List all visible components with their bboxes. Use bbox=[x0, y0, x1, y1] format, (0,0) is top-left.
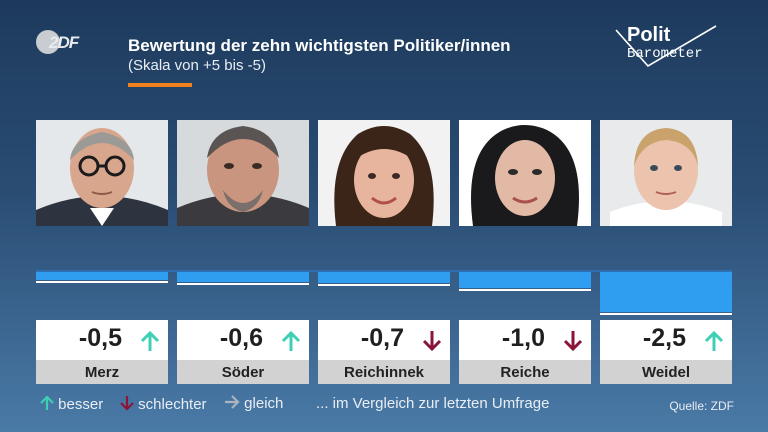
bar-weidel bbox=[600, 272, 732, 312]
name-box-merz: Merz bbox=[36, 360, 168, 384]
category-label: Söder bbox=[221, 364, 265, 381]
value-label: -0,5 bbox=[78, 324, 122, 352]
name-box-reichinnek: Reichinnek bbox=[318, 360, 450, 384]
legend-item-same: gleich bbox=[224, 395, 283, 412]
portrait-weidel bbox=[600, 120, 732, 226]
value-label: -1,0 bbox=[501, 324, 545, 352]
bar-reichinnek bbox=[318, 272, 450, 284]
value-box-weidel: -2,5 bbox=[600, 320, 732, 360]
portrait-soeder bbox=[177, 120, 309, 226]
legend-label: gleich bbox=[244, 395, 284, 412]
category-label: Reiche bbox=[500, 364, 550, 381]
chart-title: Bewertung der zehn wichtigsten Politiker… bbox=[128, 36, 511, 55]
name-box-reiche: Reiche bbox=[459, 360, 591, 384]
bar-edge-line bbox=[318, 284, 450, 287]
legend-item-worse: schlechter bbox=[120, 395, 207, 413]
arrow-up-icon bbox=[281, 330, 301, 351]
arrow-down-icon bbox=[422, 331, 442, 352]
polit-text: Polit bbox=[627, 24, 671, 46]
bar-reiche bbox=[459, 272, 591, 288]
arrow-up-icon bbox=[40, 395, 54, 410]
value-box-reiche: -1,0 bbox=[459, 320, 591, 360]
legend-note: ... im Vergleich zur letzten Umfrage bbox=[316, 395, 550, 412]
chart-zero-line bbox=[36, 270, 732, 272]
arrow-up-icon bbox=[140, 330, 160, 351]
bar-söder bbox=[177, 272, 309, 282]
legend-item-better: besser bbox=[40, 395, 103, 413]
portrait-reiche bbox=[459, 120, 591, 226]
bar-edge-line bbox=[600, 313, 732, 315]
zdf-logo-text: 2DF bbox=[49, 33, 79, 52]
barometer-text: Barometer bbox=[627, 46, 703, 62]
title-accent-line bbox=[128, 83, 192, 87]
value-label: -0,6 bbox=[219, 324, 263, 352]
zdf-logo-circle bbox=[36, 30, 60, 54]
arrow-up-icon bbox=[704, 330, 724, 351]
value-label: -2,5 bbox=[642, 324, 686, 352]
zdf-logo: 2DF bbox=[36, 30, 88, 58]
value-box-soeder: -0,6 bbox=[177, 320, 309, 360]
bar-edge-line bbox=[177, 282, 309, 285]
politbarometer-check-mark bbox=[615, 25, 717, 68]
arrow-right-icon bbox=[225, 395, 240, 409]
name-box-soeder: Söder bbox=[177, 360, 309, 384]
portrait-reichinnek bbox=[318, 120, 450, 226]
category-label: Merz bbox=[84, 364, 120, 381]
name-box-weidel: Weidel bbox=[600, 360, 732, 384]
arrow-down-icon bbox=[120, 396, 134, 411]
bar-edge-line bbox=[36, 281, 168, 283]
arrow-down-icon bbox=[563, 331, 583, 352]
value-label: -0,7 bbox=[360, 324, 404, 352]
category-label: Weidel bbox=[641, 364, 691, 381]
bar-edge-line bbox=[459, 289, 591, 291]
bar-merz bbox=[36, 272, 168, 280]
legend-label: schlechter bbox=[138, 396, 207, 413]
portrait-merz bbox=[36, 120, 168, 226]
value-box-merz: -0,5 bbox=[36, 320, 168, 360]
legend-label: besser bbox=[58, 396, 104, 413]
chart-subtitle: (Skala von +5 bis -5) bbox=[128, 57, 266, 74]
value-box-reichinnek: -0,7 bbox=[318, 320, 450, 360]
source-note: Quelle: ZDF bbox=[669, 399, 734, 413]
category-label: Reichinnek bbox=[343, 364, 425, 381]
politbarometer-logo: Polit Barometer bbox=[612, 22, 722, 70]
